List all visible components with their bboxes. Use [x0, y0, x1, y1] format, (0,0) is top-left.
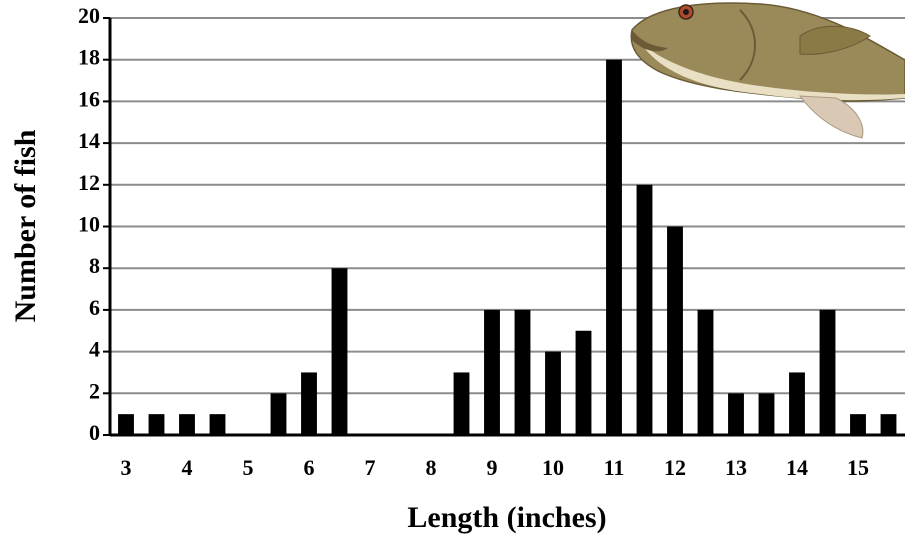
x-axis-title: Length (inches)	[407, 501, 606, 534]
bars	[118, 59, 897, 435]
x-tick-label: 4	[182, 455, 193, 480]
y-tick-label: 16	[78, 86, 100, 111]
y-tick-label: 0	[89, 420, 100, 445]
x-tick-label: 10	[542, 455, 564, 480]
bar	[209, 414, 226, 435]
y-tick-label: 12	[78, 170, 100, 195]
bar	[758, 393, 775, 435]
y-tick-label: 20	[78, 3, 100, 28]
fish-illustration	[630, 2, 905, 139]
bar	[819, 309, 836, 435]
bar	[545, 351, 561, 435]
bar	[118, 414, 134, 435]
bar	[484, 309, 500, 435]
y-tick-label: 18	[78, 45, 100, 70]
bar	[636, 184, 653, 435]
x-tick-label: 9	[487, 455, 498, 480]
bar	[270, 393, 287, 435]
x-tick-label: 6	[304, 455, 315, 480]
y-tick-label: 2	[89, 378, 100, 403]
bar	[850, 414, 866, 435]
y-tick-label: 8	[89, 253, 100, 278]
bar	[148, 414, 165, 435]
x-tick-label: 8	[426, 455, 437, 480]
x-tick-label: 7	[365, 455, 376, 480]
bar	[514, 309, 531, 435]
x-tick-label: 5	[243, 455, 254, 480]
bar	[453, 372, 470, 435]
bar	[331, 268, 348, 435]
bar	[880, 414, 897, 435]
bar	[789, 372, 805, 435]
x-tick-label: 15	[847, 455, 869, 480]
x-tick-label: 13	[725, 455, 747, 480]
bar	[179, 414, 195, 435]
bar	[667, 226, 683, 435]
bar	[697, 309, 714, 435]
bar	[606, 59, 622, 435]
x-tick-label: 12	[664, 455, 686, 480]
bar	[575, 330, 592, 435]
y-tick-label: 4	[89, 337, 100, 362]
y-tick-label: 6	[89, 295, 100, 320]
x-tick-label: 11	[604, 455, 625, 480]
y-tick-label: 14	[78, 128, 100, 153]
bar	[728, 393, 744, 435]
y-tick-label: 10	[78, 212, 100, 237]
y-axis-title: Number of fish	[9, 129, 42, 322]
bar	[301, 372, 317, 435]
x-tick-label: 14	[786, 455, 808, 480]
x-tick-label: 3	[121, 455, 132, 480]
